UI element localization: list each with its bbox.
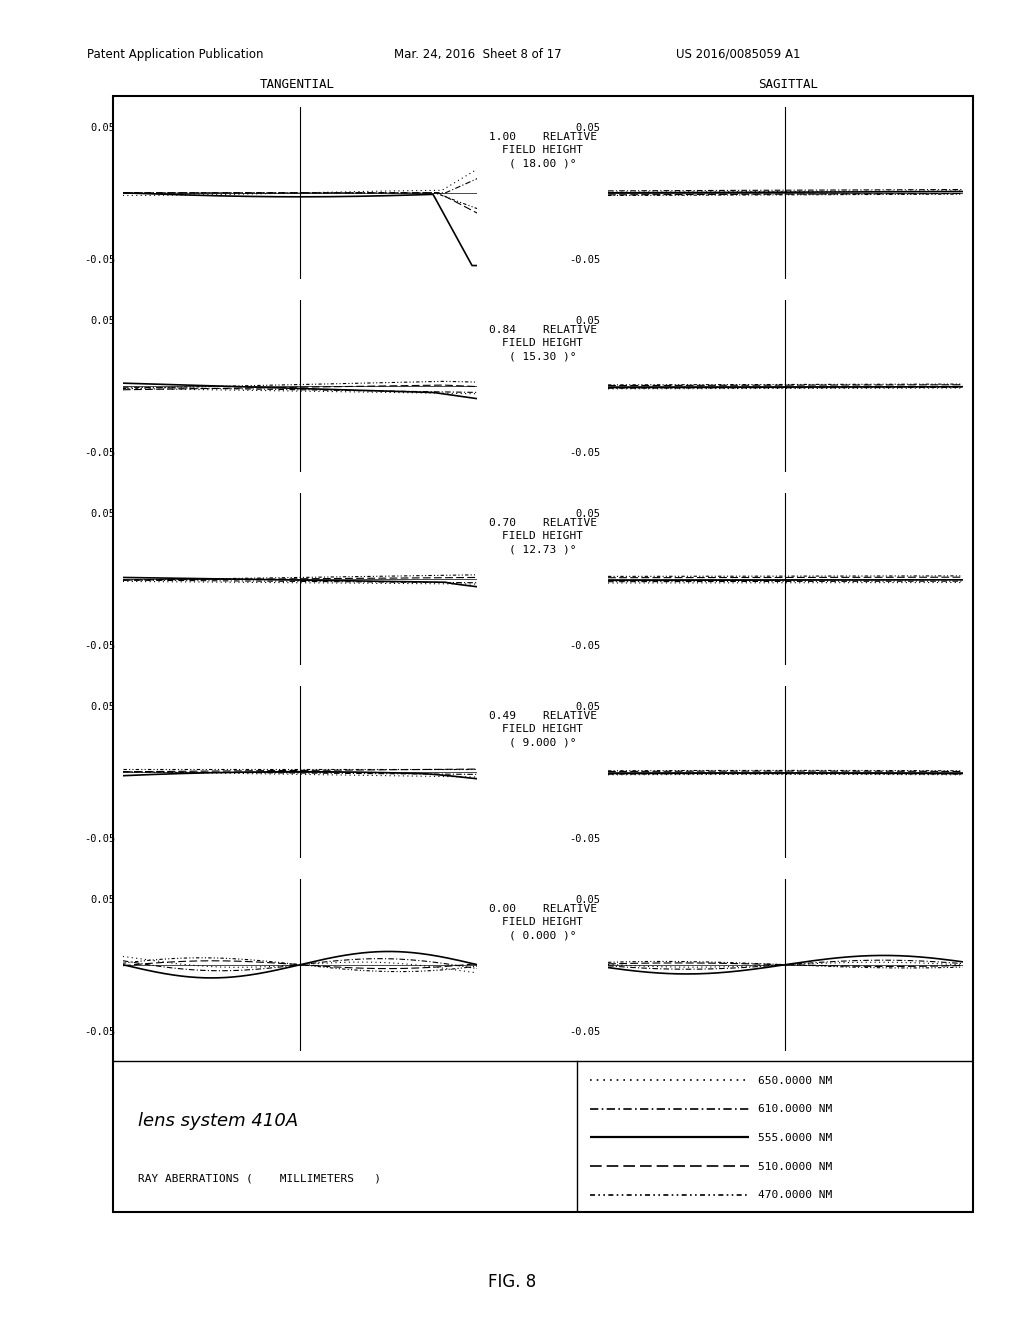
- Text: 0.49    RELATIVE
FIELD HEIGHT
( 9.000 )°: 0.49 RELATIVE FIELD HEIGHT ( 9.000 )°: [488, 711, 597, 747]
- Text: TANGENTIAL: TANGENTIAL: [260, 78, 335, 91]
- Text: 650.0000 NM: 650.0000 NM: [758, 1076, 833, 1086]
- Text: FIG. 8: FIG. 8: [487, 1272, 537, 1291]
- Text: 470.0000 NM: 470.0000 NM: [758, 1191, 833, 1200]
- Text: 0.84    RELATIVE
FIELD HEIGHT
( 15.30 )°: 0.84 RELATIVE FIELD HEIGHT ( 15.30 )°: [488, 325, 597, 362]
- Text: 555.0000 NM: 555.0000 NM: [758, 1133, 833, 1143]
- Text: lens system 410A: lens system 410A: [138, 1113, 298, 1130]
- Text: US 2016/0085059 A1: US 2016/0085059 A1: [676, 48, 801, 61]
- Text: 1.00    RELATIVE
FIELD HEIGHT
( 18.00 )°: 1.00 RELATIVE FIELD HEIGHT ( 18.00 )°: [488, 132, 597, 169]
- Text: Mar. 24, 2016  Sheet 8 of 17: Mar. 24, 2016 Sheet 8 of 17: [394, 48, 562, 61]
- Text: 0.00    RELATIVE
FIELD HEIGHT
( 0.000 )°: 0.00 RELATIVE FIELD HEIGHT ( 0.000 )°: [488, 904, 597, 940]
- Text: 610.0000 NM: 610.0000 NM: [758, 1105, 833, 1114]
- Text: 0.70    RELATIVE
FIELD HEIGHT
( 12.73 )°: 0.70 RELATIVE FIELD HEIGHT ( 12.73 )°: [488, 519, 597, 554]
- Text: SAGITTAL: SAGITTAL: [758, 78, 818, 91]
- Text: RAY ABERRATIONS (    MILLIMETERS   ): RAY ABERRATIONS ( MILLIMETERS ): [138, 1173, 381, 1184]
- Text: Patent Application Publication: Patent Application Publication: [87, 48, 263, 61]
- Text: 510.0000 NM: 510.0000 NM: [758, 1162, 833, 1172]
